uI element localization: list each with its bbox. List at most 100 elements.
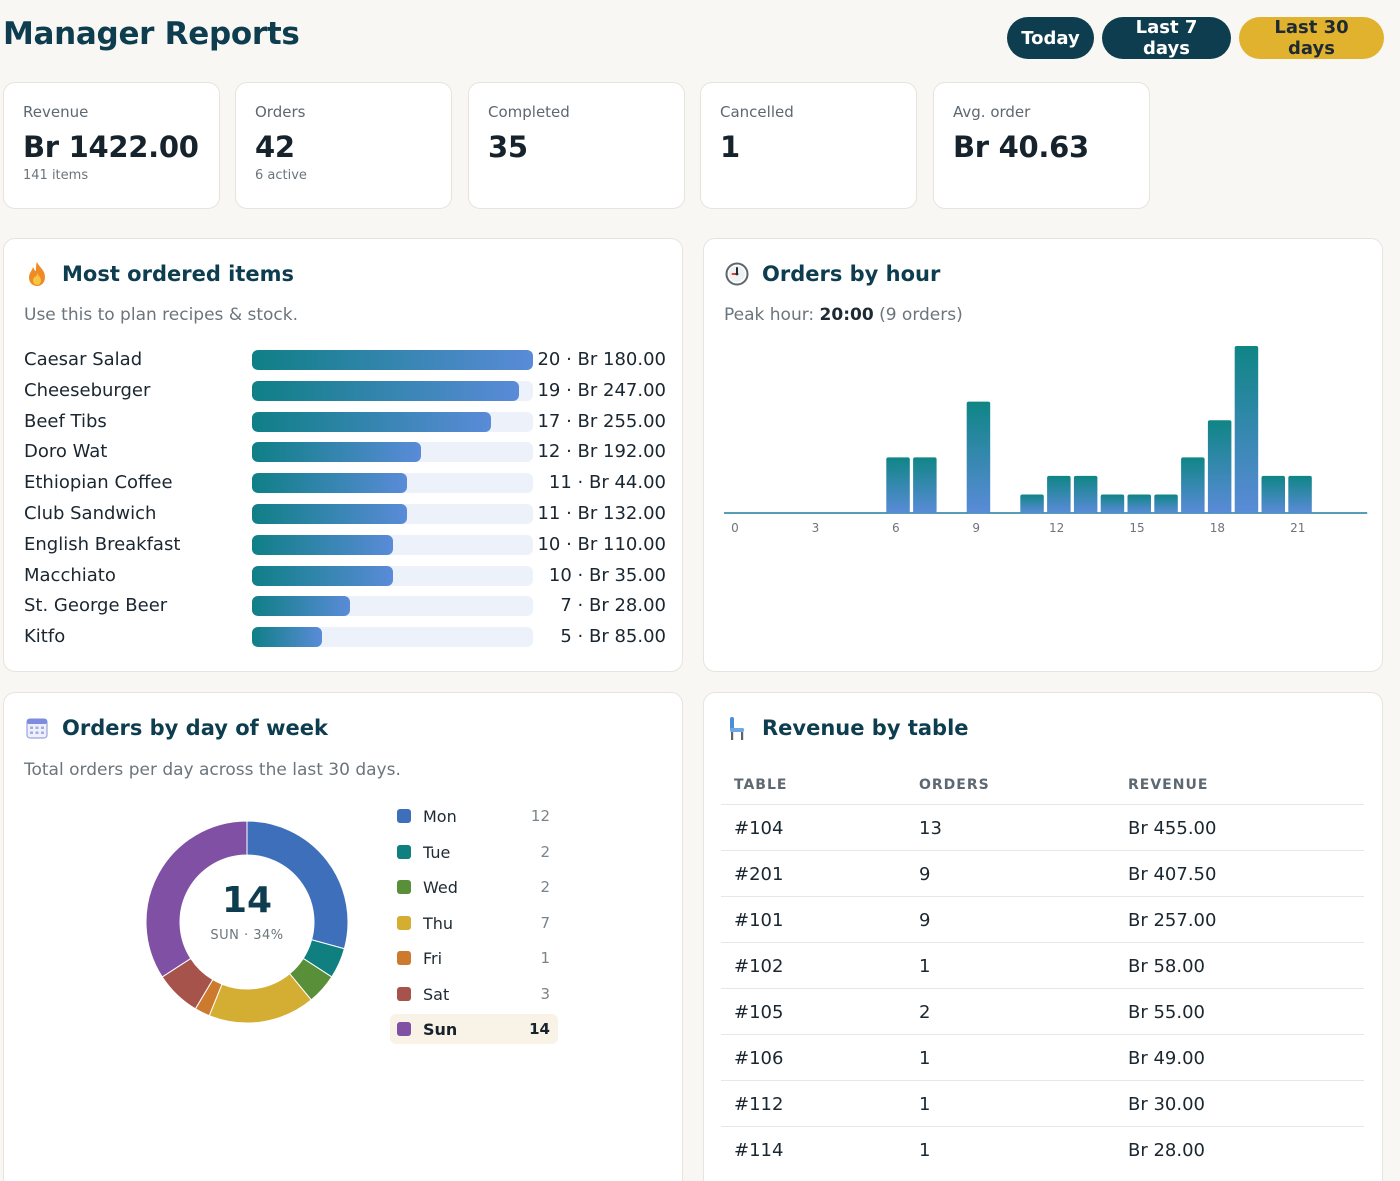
- stat-label: Orders: [255, 103, 306, 121]
- item-bar-track: [252, 596, 533, 617]
- legend-count: 7: [540, 913, 550, 932]
- cell-table: #105: [734, 1002, 784, 1023]
- fire-icon: [24, 261, 50, 287]
- legend-row-mon[interactable]: Mon 12: [390, 801, 558, 831]
- item-name: Cheeseburger: [24, 379, 151, 401]
- hour-bar: [1261, 475, 1285, 513]
- cell-table: #201: [734, 864, 784, 885]
- item-name: Doro Wat: [24, 441, 108, 463]
- item-meta: 11 · Br 44.00: [548, 472, 666, 494]
- table-row[interactable]: #102 1 Br 58.00: [721, 942, 1364, 988]
- column-header-revenue[interactable]: REVENUE: [1128, 777, 1209, 793]
- stat-card-revenue: Revenue Br 1422.00 141 items: [3, 82, 220, 209]
- legend-count: 14: [529, 1020, 550, 1038]
- hour-tick-label: 15: [1129, 521, 1144, 535]
- cell-orders: 9: [919, 910, 931, 931]
- table-row[interactable]: #114 1 Br 28.00: [721, 1126, 1364, 1172]
- cell-orders: 1: [919, 1094, 931, 1115]
- hour-bar: [1207, 420, 1232, 513]
- legend-swatch: [397, 951, 411, 965]
- cell-revenue: Br 257.00: [1128, 910, 1217, 931]
- peak-hour-text: Peak hour: 20:00 (9 orders): [724, 305, 963, 325]
- legend-day: Wed: [423, 878, 458, 897]
- hour-bar: [913, 457, 937, 513]
- legend-count: 12: [530, 807, 550, 825]
- item-row: St. George Beer 7 · Br 28.00: [24, 591, 666, 622]
- item-row: Ethiopian Coffee 11 · Br 44.00: [24, 468, 666, 499]
- hour-tick-label: 9: [972, 521, 980, 535]
- column-header-orders[interactable]: ORDERS: [919, 777, 990, 793]
- stat-value: Br 40.63: [953, 130, 1089, 164]
- item-meta: 19 · Br 247.00: [537, 379, 666, 401]
- orders-by-day-subtitle: Total orders per day across the last 30 …: [24, 760, 401, 780]
- legend-day: Tue: [423, 842, 451, 862]
- orders-by-day-panel: Orders by day of week Total orders per d…: [3, 692, 683, 1181]
- range-today-button[interactable]: Today: [1007, 17, 1094, 59]
- cell-revenue: Br 55.00: [1128, 1002, 1206, 1023]
- item-meta: 10 · Br 110.00: [537, 533, 666, 555]
- item-bar: [252, 627, 323, 648]
- page-title: Manager Reports: [3, 16, 300, 52]
- legend-row-sat[interactable]: Sat 3: [390, 979, 558, 1009]
- cell-orders: 1: [919, 1140, 931, 1161]
- legend-row-sun[interactable]: Sun 14: [390, 1014, 558, 1044]
- legend-day: Sun: [423, 1020, 458, 1039]
- most-ordered-subtitle: Use this to plan recipes & stock.: [24, 305, 299, 325]
- legend-count: 2: [540, 842, 550, 861]
- calendar-icon: [24, 715, 50, 741]
- item-meta: 12 · Br 192.00: [537, 441, 666, 463]
- item-bar: [252, 565, 393, 586]
- stat-card-avg-order: Avg. order Br 40.63: [933, 82, 1150, 209]
- table-row[interactable]: #106 1 Br 49.00: [721, 1034, 1364, 1080]
- stat-card-completed: Completed 35: [468, 82, 685, 209]
- item-name: Beef Tibs: [24, 410, 107, 432]
- hour-tick-label: 21: [1290, 521, 1305, 535]
- legend-row-fri[interactable]: Fri 1: [390, 943, 558, 973]
- cell-revenue: Br 28.00: [1128, 1140, 1206, 1161]
- legend-count: 3: [540, 984, 550, 1003]
- revenue-by-table-title: Revenue by table: [724, 715, 969, 741]
- item-meta: 17 · Br 255.00: [537, 410, 666, 432]
- hour-tick-label: 0: [731, 521, 739, 535]
- stat-label: Cancelled: [720, 103, 794, 121]
- table-row[interactable]: #105 2 Br 55.00: [721, 988, 1364, 1034]
- most-ordered-title: Most ordered items: [24, 261, 294, 287]
- range-last-7-days-button[interactable]: Last 7 days: [1102, 17, 1231, 59]
- range-last-30-days-button[interactable]: Last 30 days: [1239, 17, 1384, 59]
- legend-row-tue[interactable]: Tue 2: [390, 837, 558, 867]
- table-row[interactable]: #104 13 Br 455.00: [721, 804, 1364, 850]
- table-row[interactable]: #201 9 Br 407.50: [721, 850, 1364, 896]
- stat-value: 35: [488, 130, 528, 164]
- hour-bar: [1020, 494, 1044, 513]
- hour-bar: [966, 401, 991, 513]
- hour-bar: [1047, 475, 1071, 513]
- table-row[interactable]: #101 9 Br 257.00: [721, 896, 1364, 942]
- table-row[interactable]: #112 1 Br 30.00: [721, 1080, 1364, 1126]
- orders-by-hour-chart: 0 3 6 9 12 15 18 21: [724, 346, 1368, 535]
- item-row: Doro Wat 12 · Br 192.00: [24, 437, 666, 468]
- cell-orders: 1: [919, 1048, 931, 1069]
- legend-row-wed[interactable]: Wed 2: [390, 872, 558, 902]
- cell-orders: 13: [919, 818, 942, 839]
- most-ordered-panel: Most ordered items Use this to plan reci…: [3, 238, 683, 672]
- cell-revenue: Br 58.00: [1128, 956, 1206, 977]
- item-bar: [252, 473, 407, 494]
- orders-by-hour-title: Orders by hour: [724, 261, 940, 287]
- item-meta: 5 · Br 85.00: [560, 626, 666, 648]
- item-name: Club Sandwich: [24, 503, 157, 524]
- hour-bar: [1073, 475, 1098, 513]
- item-name: Macchiato: [24, 564, 116, 586]
- hour-tick-label: 3: [812, 521, 820, 535]
- cell-orders: 9: [919, 864, 931, 885]
- cell-orders: 1: [919, 956, 931, 977]
- item-bar: [252, 534, 393, 555]
- item-bar: [252, 350, 533, 370]
- hour-bar: [886, 457, 910, 513]
- revenue-by-table-title-text: Revenue by table: [762, 716, 969, 740]
- cell-table: #106: [734, 1048, 784, 1069]
- cell-table: #112: [734, 1094, 784, 1115]
- legend-row-thu[interactable]: Thu 7: [390, 908, 558, 938]
- item-bar-track: [252, 411, 533, 432]
- cell-orders: 2: [919, 1002, 931, 1023]
- column-header-table[interactable]: TABLE: [734, 777, 788, 793]
